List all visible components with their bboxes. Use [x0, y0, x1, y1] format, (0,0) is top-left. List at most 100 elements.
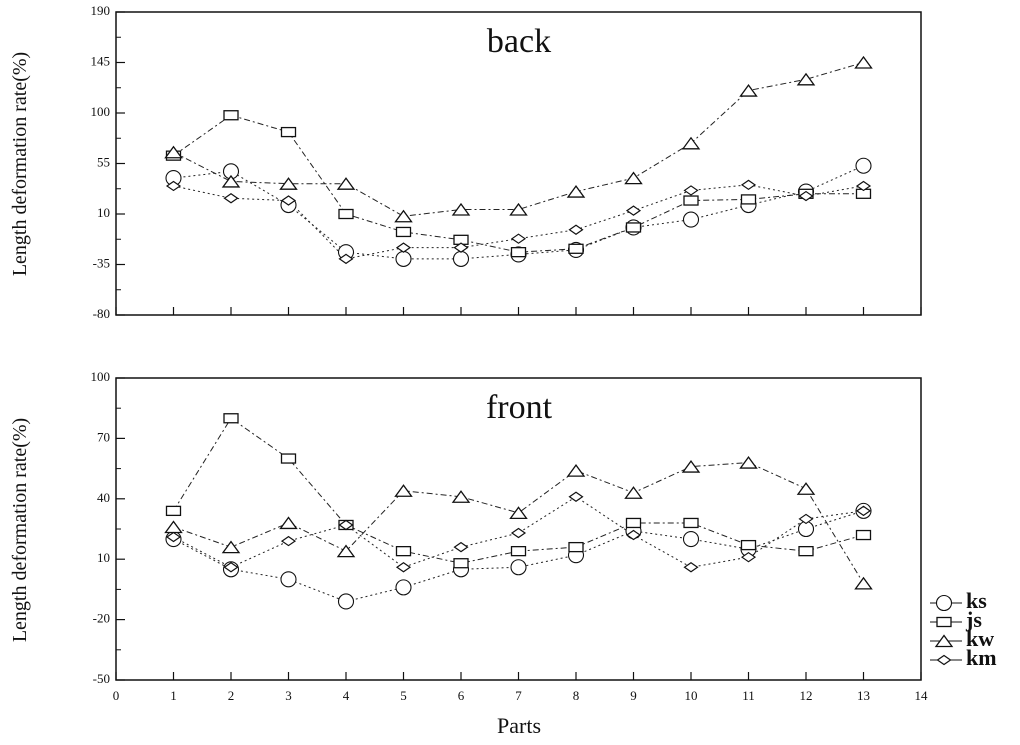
legend-marker-kw: [934, 634, 954, 648]
x-tick-label: 1: [170, 688, 177, 703]
x-tick-label: 10: [685, 688, 698, 703]
back-point-js: [338, 208, 354, 220]
back-point-kw: [681, 136, 701, 150]
front-point-js: [683, 517, 699, 529]
front-point-js: [625, 517, 642, 529]
front-point-ks: [682, 531, 700, 548]
back-y-axis-label: Length deformation rate(%): [9, 52, 31, 276]
back-point-km: [338, 253, 354, 265]
legend-marker-ks: [935, 594, 953, 612]
front-point-kw: [681, 459, 701, 473]
back-point-kw: [796, 72, 816, 86]
back-point-ks: [682, 211, 700, 228]
back-point-km: [568, 224, 584, 235]
back-point-km: [855, 180, 872, 192]
back-point-kw: [566, 184, 586, 198]
x-tick-label: 5: [400, 688, 407, 703]
back-point-js: [223, 110, 239, 121]
front-point-km: [510, 527, 527, 539]
front-point-js: [280, 453, 297, 464]
back-point-km: [683, 185, 699, 196]
x-tick-label: 13: [857, 688, 870, 703]
back-series-line-kw: [173, 62, 864, 217]
x-tick-label: 0: [113, 688, 120, 703]
back-point-ks: [855, 157, 872, 174]
back-point-js: [568, 243, 584, 254]
front-y-tick-label: 70: [97, 429, 110, 444]
back-y-tick-label: 145: [91, 53, 111, 68]
front-point-ks: [337, 593, 355, 610]
back-series-line-js: [173, 114, 864, 253]
front-point-js: [855, 529, 872, 541]
front-point-ks: [510, 559, 527, 576]
legend-label-km: km: [966, 645, 997, 670]
back-point-km: [280, 195, 297, 206]
x-tick-label: 8: [573, 688, 580, 703]
x-tick-label: 11: [742, 688, 755, 703]
front-point-kw: [509, 506, 528, 520]
back-y-tick-label: 55: [97, 154, 110, 169]
back-y-tick-label: -35: [93, 255, 110, 270]
back-point-js: [280, 126, 297, 138]
back-point-km: [223, 193, 239, 204]
front-point-kw: [566, 464, 586, 477]
front-y-tick-label: -50: [93, 671, 110, 686]
front-point-km: [453, 541, 469, 553]
front-point-ks: [395, 579, 412, 596]
front-point-km: [165, 531, 182, 543]
x-tick-label: 3: [285, 688, 292, 703]
front-y-tick-label: 100: [91, 369, 111, 384]
back-point-kw: [164, 145, 183, 159]
front-point-km: [855, 505, 872, 517]
legend-label-kw: kw: [966, 626, 994, 651]
back-point-km: [453, 242, 469, 253]
back-point-ks: [395, 250, 412, 267]
back-point-kw: [451, 202, 471, 216]
x-tick-label: 6: [458, 688, 465, 703]
front-point-js: [453, 558, 469, 569]
x-tick-label: 2: [228, 688, 235, 703]
front-point-km: [568, 491, 584, 503]
front-point-kw: [336, 544, 356, 558]
legend-marker-js: [936, 616, 952, 628]
back-point-js: [510, 247, 527, 258]
front-y-tick-label: 40: [97, 490, 110, 505]
back-point-km: [510, 233, 527, 244]
back-y-tick-label: 10: [97, 205, 110, 220]
front-y-tick-label: 10: [97, 550, 110, 565]
front-point-ks: [280, 571, 297, 588]
front-point-kw: [221, 540, 241, 554]
back-point-kw: [739, 83, 758, 97]
front-point-kw: [739, 455, 758, 469]
back-y-tick-label: 190: [91, 3, 111, 18]
front-series-line-js: [173, 417, 864, 564]
front-point-js: [223, 413, 239, 424]
front-point-km: [280, 535, 297, 547]
legend-label-js: js: [965, 607, 982, 632]
back-point-kw: [509, 202, 528, 216]
front-point-js: [568, 541, 584, 553]
front-point-kw: [164, 520, 183, 534]
back-y-tick-label: 100: [91, 104, 111, 119]
front-point-km: [683, 562, 699, 573]
front-panel-title: front: [486, 389, 553, 426]
back-point-js: [740, 194, 757, 205]
front-point-kw: [854, 576, 873, 590]
back-y-tick-label: -80: [93, 306, 110, 321]
front-point-km: [223, 562, 239, 573]
back-point-js: [683, 195, 699, 206]
front-point-js: [510, 545, 527, 557]
back-panel: 190 145 100 55 10 -35 -80: [91, 3, 922, 321]
back-point-js: [395, 226, 412, 238]
front-point-kw: [624, 486, 643, 499]
x-tick-label: 12: [800, 688, 813, 703]
legend-marker-km: [936, 654, 952, 666]
front-point-km: [625, 529, 642, 541]
front-point-kw: [451, 490, 471, 503]
x-tick-label: 14: [915, 688, 929, 703]
front-point-js: [165, 505, 182, 517]
x-tick-label: 4: [343, 688, 350, 703]
